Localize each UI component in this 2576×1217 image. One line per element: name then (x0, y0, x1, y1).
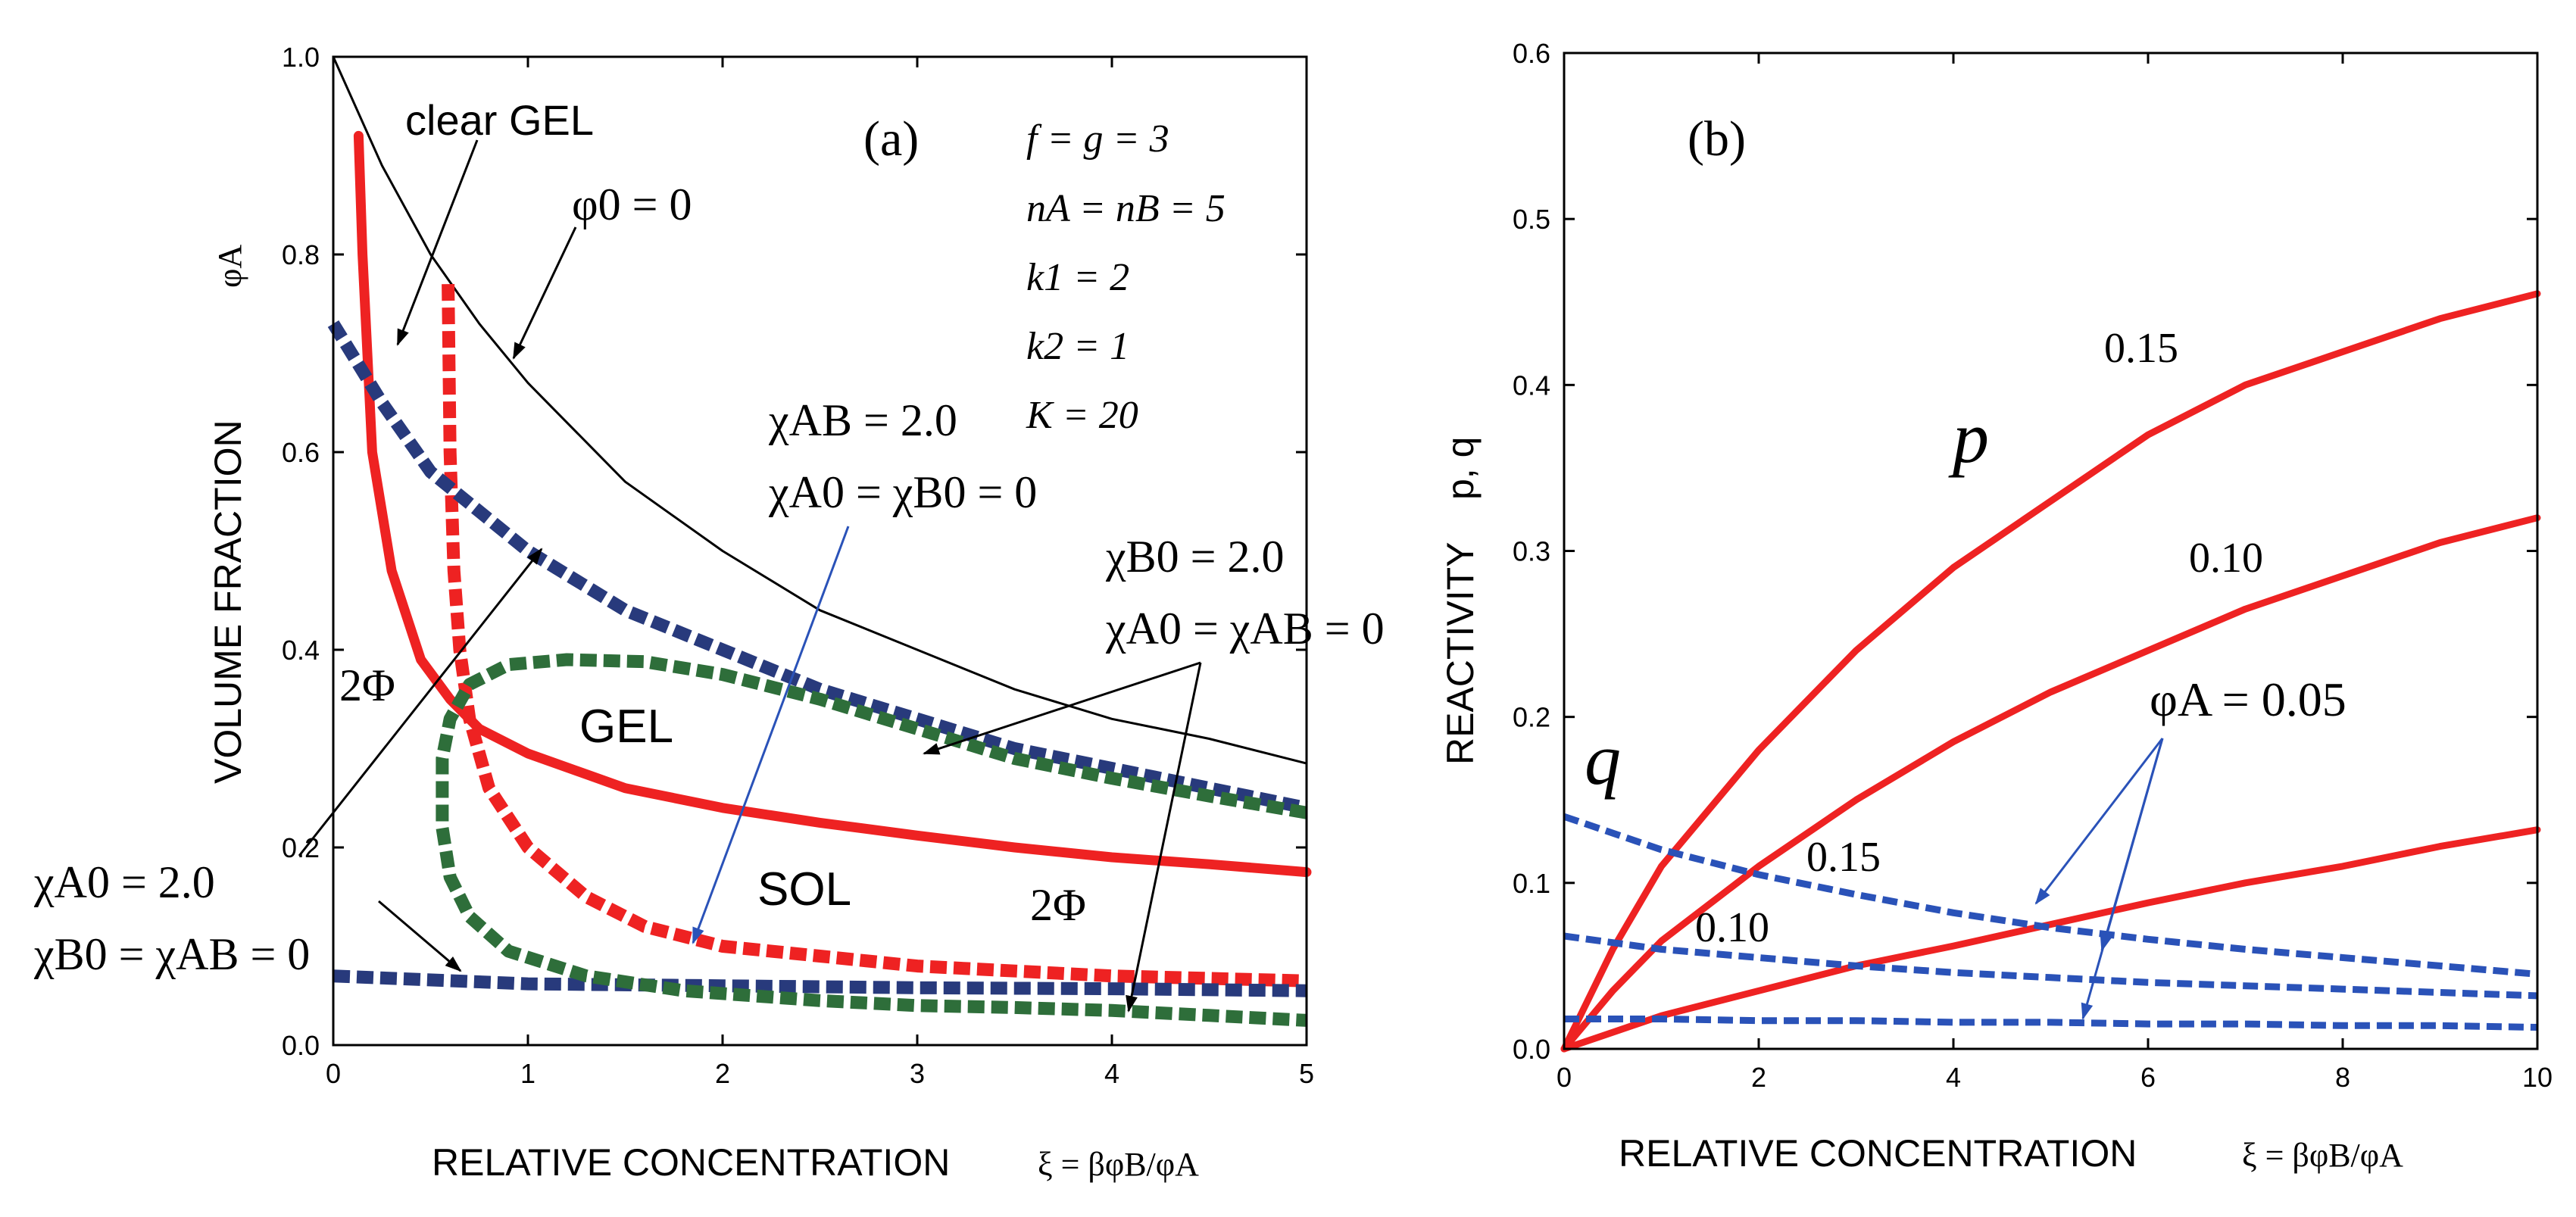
region-gel: GEL (579, 701, 673, 753)
panel-b-y-ticks: 0.0 0.1 0.2 0.3 0.4 0.5 0.6 (1513, 38, 2537, 1065)
y-tick-label: 0.0 (1513, 1034, 1550, 1065)
series-line-p-a-0-15 (1560, 290, 2541, 1053)
label-phi-a-0-05: φA = 0.05 (2150, 672, 2347, 726)
x-tick-label: 4 (1946, 1062, 1961, 1093)
series-line-a0-2-0-upper (327, 320, 1308, 815)
y-tick-label: 1.0 (282, 42, 320, 73)
label-chi-ab: χAB = 2.0 (768, 395, 957, 445)
series-line-b0-2-0-binodal (436, 653, 1308, 1027)
panel-a-label: (a) (863, 111, 919, 167)
series-line-q-a-0-05 (1564, 1016, 2538, 1031)
label-chi-b0-ab: χB0 = χAB = 0 (33, 929, 310, 979)
label-q-0-10: 0.10 (1695, 904, 1769, 951)
label-chi-a0-b0: χA0 = χB0 = 0 (768, 467, 1037, 517)
panel-a-x-ticks: 0 1 2 3 4 5 (326, 57, 1314, 1089)
series-line-p-a-0-10 (1560, 514, 2541, 1053)
parameter-n: nA = nB = 5 (1026, 187, 1226, 230)
arrow-chi-a0-upper (298, 548, 543, 857)
x-tick-label: 3 (910, 1058, 925, 1089)
panel-a-y-ticks: 0.00.20.40.60.81.0 (282, 42, 1307, 1061)
panel-a-frame (332, 55, 1308, 1047)
x-tick-label: 10 (2522, 1062, 2553, 1093)
parameter-f-g: f = g = 3 (1026, 117, 1169, 161)
panel-b-x-axis-formula: ξ = βφB/φA (2242, 1137, 2403, 1174)
parameter-k1: k1 = 2 (1026, 256, 1129, 299)
panel-b-label: (b) (1688, 111, 1746, 167)
series-line-0-0 (332, 55, 1308, 765)
label-p: p (1948, 397, 1989, 478)
arrow-chi-b0-lower (1126, 662, 1202, 1013)
label-phi0-zero: φ0 = 0 (572, 179, 692, 229)
panel-b: 0 2 4 6 8 10 0.0 0.1 0.2 0.3 0.4 0.5 0.6 RELATIVE C… (1439, 38, 2553, 1175)
arrow-phi-a-to-q015 (2034, 738, 2164, 905)
region-two-phase-left: 2Φ (339, 660, 395, 710)
y-tick-label: 0.6 (282, 437, 320, 468)
series-line-ab-2-0-gel-line (353, 130, 1312, 878)
parameter-K: K = 20 (1026, 394, 1138, 437)
label-p-0-15: 0.15 (2104, 325, 2178, 372)
x-tick-label: 0 (1557, 1062, 1572, 1093)
region-clear-gel: clear GEL (405, 96, 594, 144)
panel-a-y-axis-symbol: φA (211, 245, 248, 288)
arrow-chi-a0-lower (378, 900, 462, 972)
series-line-q-a-0-15 (1563, 813, 2538, 978)
x-tick-label: 2 (1751, 1062, 1766, 1093)
y-tick-label: 0.1 (1513, 868, 1550, 899)
x-tick-label: 0 (326, 1058, 341, 1089)
panel-a-y-axis-title: VOLUME FRACTION (207, 420, 249, 784)
x-tick-label: 4 (1104, 1058, 1119, 1089)
x-tick-label: 6 (2140, 1062, 2156, 1093)
x-tick-label: 5 (1299, 1058, 1314, 1089)
arrow-phi0-zero (512, 226, 577, 360)
arrow-phi-a-to-q005 (2081, 738, 2164, 1020)
y-tick-label: 0.8 (282, 239, 320, 270)
panel-a-x-axis-formula: ξ = βφB/φA (1038, 1146, 1199, 1183)
arrow-clear-gel (396, 139, 479, 346)
series-line-ab-2-0-coexistence (442, 284, 1307, 988)
label-chi-b0: χB0 = 2.0 (1105, 532, 1285, 582)
panel-b-x-axis-title: RELATIVE CONCENTRATION (1619, 1132, 2137, 1175)
label-chi-a0: χA0 = 2.0 (33, 857, 215, 907)
panel-b-y-axis-symbol: p, q (1439, 437, 1482, 500)
y-tick-label: 0.6 (1513, 38, 1550, 69)
series-line-a0-2-0-lower (333, 969, 1307, 997)
panel-a-x-axis-title: RELATIVE CONCENTRATION (432, 1141, 950, 1184)
region-sol: SOL (757, 863, 851, 916)
y-tick-label: 0.5 (1513, 204, 1550, 235)
x-tick-label: 2 (715, 1058, 730, 1089)
y-tick-label: 0.3 (1513, 536, 1550, 567)
label-q-0-15: 0.15 (1806, 834, 1881, 881)
y-tick-label: 0.4 (1513, 370, 1550, 401)
panel-b-curves (1560, 290, 2541, 1053)
arrow-chi-ab (692, 526, 850, 944)
y-tick-label: 0.4 (282, 635, 320, 666)
label-q: q (1585, 719, 1621, 800)
panel-b-y-axis-title: REACTIVITY (1439, 542, 1482, 765)
y-tick-label: 0.0 (282, 1030, 320, 1061)
label-p-0-10: 0.10 (2189, 535, 2263, 582)
parameter-k2: k2 = 1 (1026, 325, 1129, 368)
region-two-phase-right: 2Φ (1030, 880, 1086, 930)
y-tick-label: 0.2 (1513, 702, 1550, 733)
x-tick-label: 8 (2335, 1062, 2350, 1093)
panel-b-x-ticks: 0 2 4 6 8 10 (1557, 53, 2553, 1093)
panel-a-curves (327, 55, 1312, 1027)
series-line-q-a-0-10 (1563, 932, 2538, 1000)
arrow-chi-b0-upper (923, 661, 1201, 755)
label-chi-a0-ab: χA0 = χAB = 0 (1105, 604, 1385, 654)
x-tick-label: 1 (520, 1058, 535, 1089)
